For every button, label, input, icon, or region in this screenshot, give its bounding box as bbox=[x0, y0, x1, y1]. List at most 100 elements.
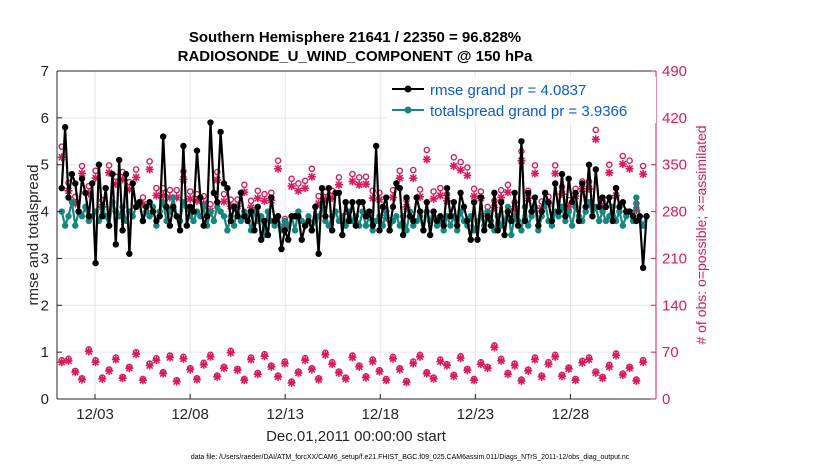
totalspread-point bbox=[548, 222, 556, 229]
x-axis-label: Dec.01,2011 00:00:00 start bbox=[266, 428, 447, 445]
y-tick-label: 1 bbox=[41, 344, 49, 361]
rmse-point bbox=[85, 213, 92, 220]
obs-assimilated-low-point-d2 bbox=[58, 358, 66, 366]
obs-assimilated-low-point-d2 bbox=[443, 361, 451, 370]
obs-assimilated-low-point-d2 bbox=[375, 367, 384, 376]
obs-assimilated-high-point-d2 bbox=[308, 173, 316, 181]
rmse-point bbox=[426, 231, 434, 239]
obs-assimilated-low-point bbox=[591, 368, 600, 377]
rmse-point bbox=[565, 175, 572, 182]
rmse-point bbox=[491, 189, 498, 197]
rmse-point bbox=[599, 194, 606, 201]
obs-assimilated-high-point-d2 bbox=[531, 169, 539, 177]
obs-assimilated-low-point bbox=[388, 354, 397, 363]
totalspread-point bbox=[78, 213, 86, 220]
totalspread-point bbox=[207, 208, 214, 215]
totalspread-point bbox=[322, 217, 329, 225]
rmse-point bbox=[602, 203, 610, 211]
obs-assimilated-low-point-d2 bbox=[598, 374, 607, 382]
rmse-point bbox=[595, 203, 603, 211]
obs-assimilated-low-point bbox=[605, 362, 614, 371]
obs-assimilated-low-point bbox=[524, 366, 533, 375]
obs-assimilated-low-point-d2 bbox=[558, 372, 566, 380]
totalspread-point bbox=[599, 208, 606, 215]
obs-assimilated-high-point bbox=[395, 174, 404, 183]
rmse-point bbox=[518, 138, 525, 145]
rmse-point bbox=[193, 147, 201, 154]
totalspread-point bbox=[372, 217, 380, 225]
obs-assimilated-low-point bbox=[551, 352, 560, 361]
obs-assimilated-low-point-d2 bbox=[626, 364, 634, 372]
obs-assimilated-low-point-d2 bbox=[511, 361, 519, 370]
rmse-point bbox=[433, 217, 441, 225]
totalspread-point bbox=[524, 222, 532, 229]
obs-assimilated-low-point bbox=[476, 360, 485, 369]
obs-assimilated-low-point-d2 bbox=[538, 373, 546, 381]
totalspread-point bbox=[595, 217, 603, 225]
obs-possible-high-point bbox=[254, 187, 262, 195]
rmse-point bbox=[305, 217, 312, 225]
obs-assimilated-high-point-d2 bbox=[497, 193, 505, 202]
rmse-point bbox=[116, 156, 123, 164]
obs-assimilated-low-point-d2 bbox=[125, 364, 133, 372]
rmse-point bbox=[149, 208, 157, 215]
y-axis-right-label: # of obs: o=possible; ×=assimilated bbox=[693, 125, 709, 344]
rmse-point bbox=[230, 203, 238, 211]
x-tick-label: 12/23 bbox=[457, 406, 495, 423]
rmse-point bbox=[423, 199, 430, 206]
rmse-point bbox=[633, 217, 640, 225]
totalspread-point bbox=[214, 203, 221, 211]
obs-assimilated-high-point bbox=[253, 194, 262, 203]
chart-subtitle: RADIOSONDE_U_WIND_COMPONENT @ 150 hPa bbox=[178, 48, 533, 65]
obs-assimilated-low-point-d2 bbox=[612, 351, 620, 360]
rmse-point bbox=[210, 189, 218, 197]
obs-assimilated-low-point bbox=[138, 376, 147, 385]
axes bbox=[56, 70, 657, 400]
obs-assimilated-high-point bbox=[456, 166, 465, 175]
obs-assimilated-low-point-d2 bbox=[524, 367, 532, 375]
obs-assimilated-low-point bbox=[267, 362, 276, 371]
obs-assimilated-high-point bbox=[219, 197, 228, 206]
obs-assimilated-low-point bbox=[98, 374, 107, 383]
obs-assimilated-low-point bbox=[186, 365, 195, 374]
obs-assimilated-low-point-d2 bbox=[429, 375, 438, 383]
obs-possible-high-point bbox=[261, 190, 268, 198]
rmse-point bbox=[440, 222, 447, 229]
obs-assimilated-high-point-d2 bbox=[348, 177, 356, 186]
obs-possible-high-point bbox=[592, 126, 600, 134]
legend-spread-label: totalspread grand pr = 3.9366 bbox=[430, 103, 627, 120]
obs-assimilated-low-point bbox=[497, 356, 506, 365]
totalspread-point bbox=[325, 222, 332, 229]
totalspread-point bbox=[602, 217, 610, 225]
rmse-point bbox=[521, 217, 529, 225]
obs-possible-high-point bbox=[531, 162, 539, 169]
obs-assimilated-low-point bbox=[470, 376, 479, 385]
obs-assimilated-high-point-d2 bbox=[220, 197, 228, 206]
rmse-point bbox=[548, 217, 556, 225]
obs-assimilated-low-point-d2 bbox=[369, 357, 377, 366]
rmse-point bbox=[369, 222, 376, 229]
rmse-point bbox=[271, 217, 278, 225]
obs-assimilated-low-point bbox=[192, 375, 201, 384]
obs-assimilated-low-point-d2 bbox=[551, 353, 559, 361]
obs-assimilated-low-point-d2 bbox=[497, 357, 505, 365]
obs-assimilated-low-point-d2 bbox=[193, 376, 201, 384]
obs-possible-high-point bbox=[132, 166, 140, 173]
obs-assimilated-high-point-d2 bbox=[463, 171, 471, 179]
obs-assimilated-low-point bbox=[537, 372, 546, 381]
obs-assimilated-low-point bbox=[71, 368, 80, 377]
totalspread-point bbox=[447, 222, 454, 229]
totalspread-point bbox=[217, 208, 224, 215]
obs-assimilated-high-point bbox=[274, 164, 283, 173]
obs-possible-high-point bbox=[497, 186, 505, 194]
rmse-point bbox=[254, 203, 261, 211]
rmse-point bbox=[504, 208, 512, 215]
rmse-point bbox=[207, 119, 214, 126]
obs-assimilated-low-point-d2 bbox=[362, 374, 370, 382]
rmse-point bbox=[295, 213, 302, 220]
obs-assimilated-low-point bbox=[78, 375, 87, 384]
rmse-point bbox=[322, 213, 329, 220]
y-tick-label: 3 bbox=[41, 250, 49, 267]
